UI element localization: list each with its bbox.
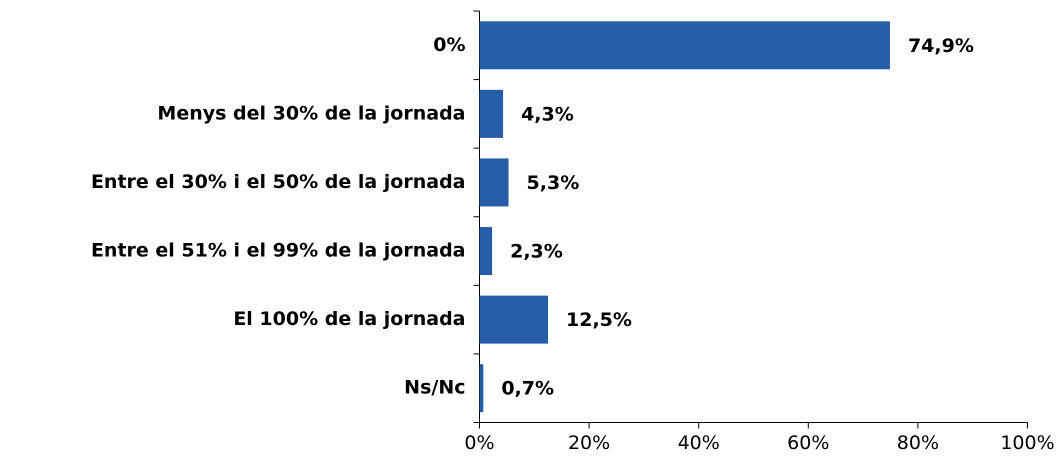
bar — [479, 227, 493, 276]
category-label: Entre el 51% i el 99% de la jornada — [91, 240, 466, 262]
category-label: Menys del 30% de la jornada — [157, 102, 465, 124]
x-tick-label: 100% — [1000, 432, 1054, 454]
bar — [479, 364, 484, 413]
x-tick-label: 0% — [464, 432, 494, 454]
bar — [479, 295, 548, 344]
x-tick-label: 60% — [787, 432, 829, 454]
value-label: 12,5% — [566, 309, 632, 331]
category-label: 0% — [433, 34, 465, 56]
x-tick-label: 20% — [568, 432, 610, 454]
value-label: 2,3% — [510, 241, 563, 263]
bar — [479, 21, 890, 70]
value-label: 0,7% — [501, 378, 554, 400]
x-tick-label: 80% — [897, 432, 939, 454]
category-label: El 100% de la jornada — [233, 308, 465, 330]
bar — [479, 89, 504, 138]
x-tick-label: 40% — [678, 432, 720, 454]
category-label: Entre el 30% i el 50% de la jornada — [91, 171, 466, 193]
value-label: 4,3% — [521, 103, 574, 125]
value-label: 5,3% — [527, 172, 580, 194]
value-label: 74,9% — [908, 35, 974, 57]
category-label: Ns/Nc — [404, 377, 465, 399]
bar — [479, 158, 509, 207]
